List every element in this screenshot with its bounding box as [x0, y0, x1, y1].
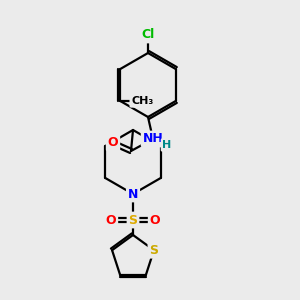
Text: O: O — [108, 136, 118, 149]
Text: S: S — [128, 214, 137, 226]
Text: O: O — [150, 214, 160, 226]
Text: N: N — [128, 188, 138, 200]
Text: NH: NH — [142, 133, 164, 146]
Text: H: H — [162, 140, 172, 150]
Text: S: S — [149, 244, 158, 257]
Text: CH₃: CH₃ — [131, 96, 153, 106]
Text: Cl: Cl — [141, 28, 154, 41]
Text: O: O — [106, 214, 116, 226]
